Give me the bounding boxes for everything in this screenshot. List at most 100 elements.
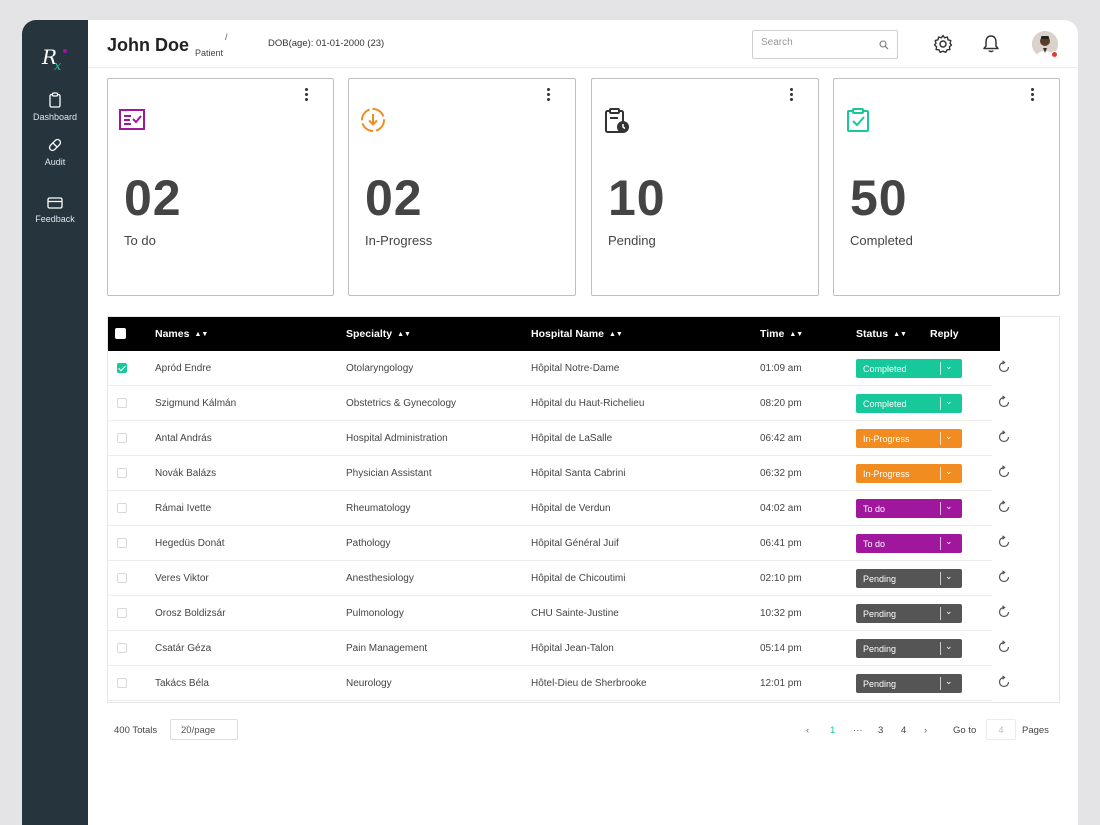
chevron-down-icon[interactable]: ⌄	[945, 361, 953, 371]
row-checkbox[interactable]	[117, 678, 127, 688]
refresh-icon[interactable]	[997, 675, 1011, 689]
page-4[interactable]: 4	[901, 725, 907, 736]
page-ellipsis[interactable]: ···	[853, 725, 863, 736]
refresh-icon[interactable]	[997, 605, 1011, 619]
patient-role: Patient	[195, 48, 224, 58]
stat-card-in-progress[interactable]: 02 In-Progress	[348, 78, 576, 296]
refresh-icon[interactable]	[997, 395, 1011, 409]
row-checkbox[interactable]	[117, 573, 127, 583]
stat-card-completed[interactable]: 50 Completed	[833, 78, 1060, 296]
chevron-down-icon[interactable]: ⌄	[945, 606, 953, 616]
refresh-icon[interactable]	[997, 640, 1011, 654]
row-checkbox[interactable]	[117, 643, 127, 653]
page-1[interactable]: 1	[830, 725, 836, 736]
bell-icon[interactable]	[982, 34, 1000, 54]
column-header-status[interactable]: Status ▲▼	[856, 328, 907, 340]
status-dropdown[interactable]: Pending ⌄	[856, 604, 962, 623]
status-divider	[940, 502, 941, 515]
search-box[interactable]	[752, 30, 898, 59]
app-logo[interactable]: R x	[40, 44, 70, 74]
cell-time: 02:10 pm	[760, 573, 802, 584]
row-checkbox[interactable]	[117, 468, 127, 478]
chevron-down-icon[interactable]: ⌄	[945, 396, 953, 406]
status-dropdown[interactable]: Completed ⌄	[856, 359, 962, 378]
table-row[interactable]: Takács Béla Neurology Hôtel-Dieu de Sherbr…	[108, 666, 1010, 701]
table-row[interactable]: Apród Endre Otolaryngology Hôpital Notre-D…	[108, 351, 1010, 386]
sort-icon[interactable]: ▲▼	[194, 331, 209, 338]
table-row[interactable]: Novák Balázs Physician Assistant Hôpital S…	[108, 456, 1010, 491]
column-header-hospital[interactable]: Hospital Name ▲▼	[531, 328, 623, 340]
svg-text:x: x	[54, 59, 62, 74]
row-checkbox[interactable]	[117, 398, 127, 408]
sort-icon[interactable]: ▲▼	[397, 331, 411, 338]
sidebar-item-dashboard[interactable]: Dashboard	[22, 92, 88, 122]
next-page-icon[interactable]: ›	[924, 725, 928, 736]
status-dropdown[interactable]: In-Progress ⌄	[856, 429, 962, 448]
chevron-down-icon[interactable]: ⌄	[945, 431, 953, 441]
search-input[interactable]	[761, 37, 871, 48]
chevron-down-icon[interactable]: ⌄	[945, 641, 953, 651]
cell-specialty: Pathology	[346, 538, 391, 549]
refresh-icon[interactable]	[997, 570, 1011, 584]
sidebar-item-feedback[interactable]: Feedback	[22, 196, 88, 224]
select-all-checkbox[interactable]	[115, 328, 126, 339]
status-dropdown[interactable]: Pending ⌄	[856, 674, 962, 693]
page-3[interactable]: 3	[878, 725, 884, 736]
column-header-time[interactable]: Time ▲▼	[760, 328, 804, 340]
clipboard-check-icon	[847, 108, 869, 132]
refresh-icon[interactable]	[997, 535, 1011, 549]
refresh-icon[interactable]	[997, 500, 1011, 514]
table-row[interactable]: Csatár Géza Pain Management Hôpital Jean-T…	[108, 631, 1010, 666]
more-options-icon[interactable]	[305, 88, 309, 103]
chevron-down-icon[interactable]: ⌄	[945, 676, 953, 686]
status-dropdown[interactable]: To do ⌄	[856, 534, 962, 553]
prev-page-icon[interactable]: ‹	[806, 725, 810, 736]
sort-icon[interactable]: ▲▼	[893, 331, 907, 338]
row-checkbox[interactable]	[117, 538, 127, 548]
status-dropdown[interactable]: In-Progress ⌄	[856, 464, 962, 483]
table-row[interactable]: Rámai Ivette Rheumatology Hôpital de Verdu…	[108, 491, 1010, 526]
column-header-names[interactable]: Names ▲▼	[155, 328, 209, 340]
cell-name: Szigmund Kálmán	[155, 398, 237, 409]
chevron-down-icon[interactable]: ⌄	[945, 536, 953, 546]
stat-card-pending[interactable]: 10 Pending	[591, 78, 819, 296]
more-options-icon[interactable]	[547, 88, 551, 103]
status-dropdown[interactable]: Pending ⌄	[856, 569, 962, 588]
column-header-specialty[interactable]: Specialty ▲▼	[346, 328, 411, 340]
goto-page-input[interactable]: 4	[986, 719, 1016, 740]
row-checkbox[interactable]	[117, 363, 127, 373]
chevron-down-icon[interactable]: ⌄	[945, 501, 953, 511]
row-checkbox[interactable]	[117, 608, 127, 618]
cell-time: 06:42 am	[760, 433, 802, 444]
cell-time: 04:02 am	[760, 503, 802, 514]
stat-card-todo[interactable]: 02 To do	[107, 78, 334, 296]
sidebar-item-audit[interactable]: Audit	[22, 137, 88, 167]
status-dropdown[interactable]: Pending ⌄	[856, 639, 962, 658]
cell-name: Csatár Géza	[155, 643, 212, 654]
row-checkbox[interactable]	[117, 433, 127, 443]
pending-count: 10	[608, 170, 666, 226]
table-row[interactable]: Orosz Boldizsár Pulmonology CHU Sainte-Jus…	[108, 596, 1010, 631]
cell-hospital: Hôpital de LaSalle	[531, 433, 613, 444]
refresh-icon[interactable]	[997, 430, 1011, 444]
status-dropdown[interactable]: Completed ⌄	[856, 394, 962, 413]
more-options-icon[interactable]	[1031, 88, 1035, 103]
table-row[interactable]: Antal András Hospital Administration Hôpit…	[108, 421, 1010, 456]
row-checkbox[interactable]	[117, 503, 127, 513]
table-row[interactable]: Veres Viktor Anesthesiology Hôpital de Chi…	[108, 561, 1010, 596]
gear-icon[interactable]	[933, 34, 953, 54]
refresh-icon[interactable]	[997, 360, 1011, 374]
cell-time: 06:41 pm	[760, 538, 802, 549]
table-row[interactable]: Szigmund Kálmán Obstetrics & Gynecology Hô…	[108, 386, 1010, 421]
per-page-select[interactable]: 20/page ﹀	[170, 719, 238, 740]
chevron-down-icon[interactable]: ⌄	[945, 571, 953, 581]
search-icon[interactable]	[879, 40, 889, 50]
sort-icon[interactable]: ▲▼	[608, 331, 623, 338]
status-dropdown[interactable]: To do ⌄	[856, 499, 962, 518]
chevron-down-icon[interactable]: ⌄	[945, 466, 953, 476]
sort-icon[interactable]: ▲▼	[789, 331, 804, 338]
more-options-icon[interactable]	[790, 88, 794, 103]
refresh-icon[interactable]	[997, 465, 1011, 479]
cell-name: Veres Viktor	[155, 573, 209, 584]
table-row[interactable]: Hegedüs Donát Pathology Hôpital Général Ju…	[108, 526, 1010, 561]
